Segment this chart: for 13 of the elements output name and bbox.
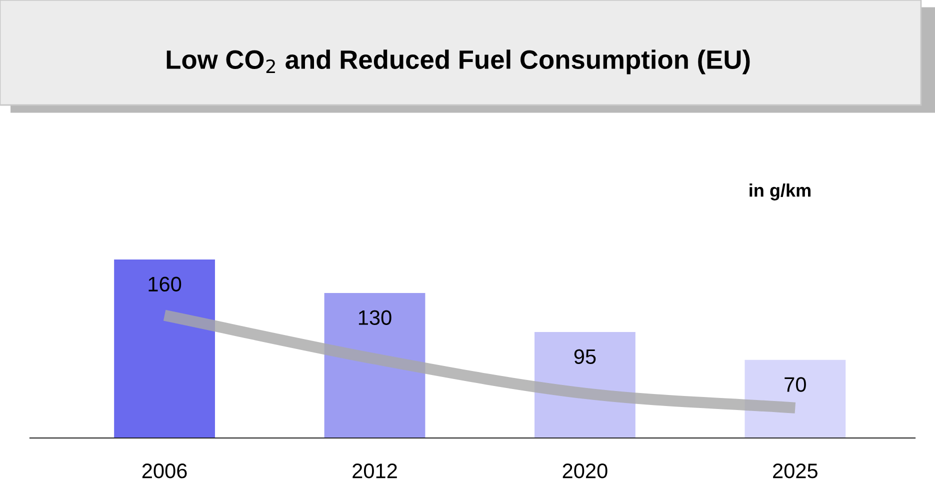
x-tick-label: 2025 [773, 464, 818, 478]
bar [324, 293, 426, 438]
chart-title: Low CO$_{2}$ and Reduced Fuel Consumption (EU) [166, 50, 750, 74]
x-tick-label: 2006 [142, 464, 187, 478]
data-label: 160 [148, 276, 182, 292]
data-label: 70 [784, 377, 806, 392]
bar [114, 260, 215, 438]
data-label: 130 [358, 310, 392, 326]
data-label: 95 [574, 349, 596, 364]
x-tick-label: 2020 [562, 464, 608, 478]
x-tick-label: 2012 [352, 464, 397, 478]
text: in g/km [750, 184, 810, 200]
bar [744, 360, 846, 438]
